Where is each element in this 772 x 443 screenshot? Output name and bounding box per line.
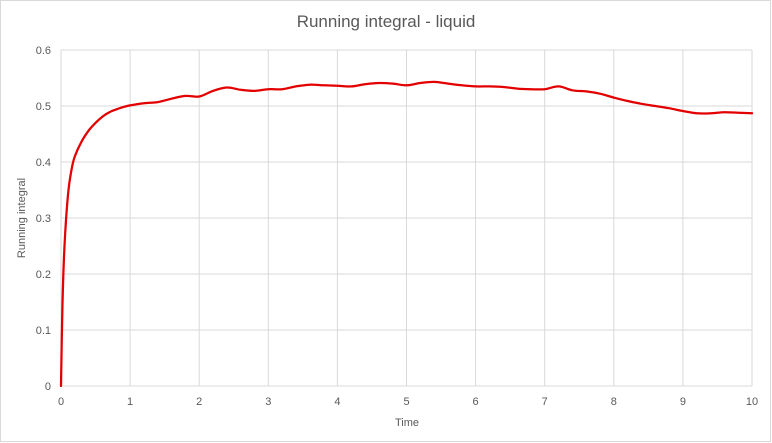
x-tick-label: 6 [473, 396, 479, 408]
x-tick-labels: 0 1 2 3 4 5 6 7 8 9 10 [58, 396, 758, 408]
y-tick-labels: 0 0.1 0.2 0.3 0.4 0.5 0.6 [36, 45, 51, 393]
y-tick-label: 0.1 [36, 325, 51, 337]
y-axis-title: Running integral [16, 178, 28, 258]
x-tick-label: 10 [746, 396, 758, 408]
chart-title: Running integral - liquid [296, 12, 476, 31]
x-tick-label: 0 [58, 396, 64, 408]
x-tick-label: 2 [196, 396, 202, 408]
series-line [59, 80, 754, 388]
y-tick-label: 0.6 [36, 45, 51, 57]
x-axis-title: Time [395, 417, 419, 429]
y-tick-label: 0.4 [36, 157, 51, 169]
y-tick-label: 0.2 [36, 269, 51, 281]
y-tick-label: 0 [45, 381, 51, 393]
x-tick-label: 9 [680, 396, 686, 408]
y-tick-label: 0.5 [36, 101, 51, 113]
y-tick-label: 0.3 [36, 213, 51, 225]
x-tick-label: 7 [542, 396, 548, 408]
x-tick-label: 8 [611, 396, 617, 408]
x-tick-label: 3 [265, 396, 271, 408]
x-tick-label: 5 [403, 396, 409, 408]
x-tick-label: 1 [127, 396, 133, 408]
x-tick-label: 4 [334, 396, 340, 408]
